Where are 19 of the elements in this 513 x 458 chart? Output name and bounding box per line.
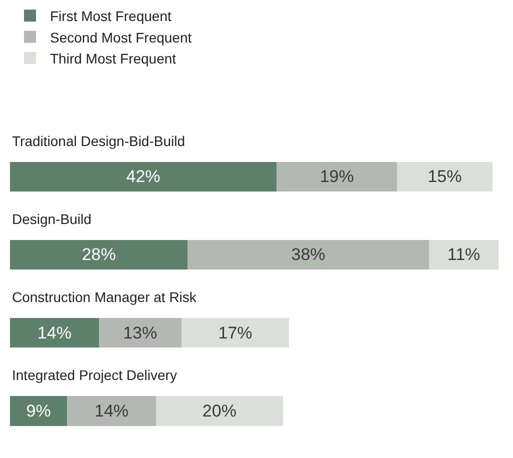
data-label: 28% xyxy=(82,245,116,264)
data-label: 42% xyxy=(126,167,160,186)
data-label: 38% xyxy=(291,245,326,264)
y-tick-label: Construction Manager at Risk xyxy=(12,289,198,305)
data-label: 13% xyxy=(123,323,158,342)
data-label: 15% xyxy=(428,167,462,186)
legend-label: Second Most Frequent xyxy=(50,29,192,46)
data-label: 14% xyxy=(37,323,72,342)
legend-label: Third Most Frequent xyxy=(50,50,176,66)
data-label: 19% xyxy=(320,167,354,186)
y-tick-label: Traditional Design-Bid-Build xyxy=(12,133,186,149)
data-label: 20% xyxy=(202,401,236,420)
y-tick-label: Design-Build xyxy=(12,211,92,227)
data-label: 14% xyxy=(94,401,129,420)
data-label: 17% xyxy=(218,323,252,342)
data-label: 9% xyxy=(26,401,51,420)
legend-label: First Most Frequent xyxy=(50,8,172,24)
data-label: 11% xyxy=(447,245,480,264)
y-tick-label: Integrated Project Delivery xyxy=(12,367,177,383)
